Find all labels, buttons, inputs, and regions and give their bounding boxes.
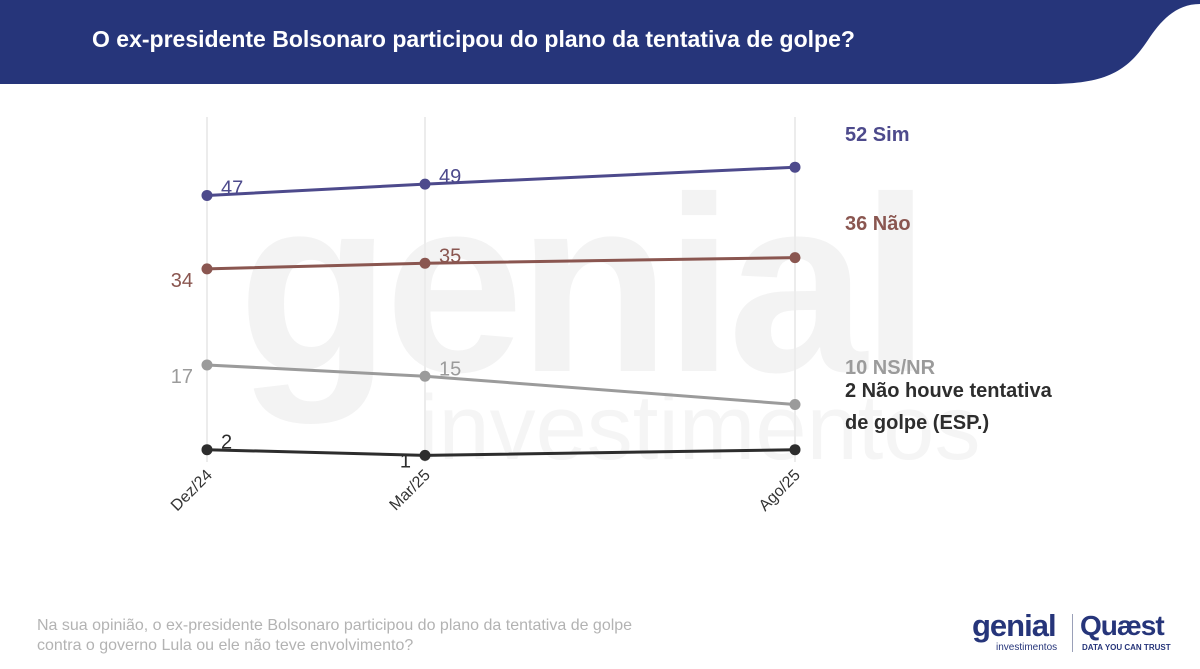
data-point [201,189,213,201]
data-label: 49 [439,166,461,188]
data-point [201,359,213,371]
data-label: 17 [171,366,193,388]
series-end-label: de golpe (ESP.) [845,412,989,434]
quaest-logo-name: Quæst [1080,610,1165,641]
genial-logo: genial investimentos [968,610,1057,654]
x-tick-label: Dez/24 [168,467,216,515]
genial-logo-name: genial [972,608,1057,643]
data-point [789,252,801,264]
series-end-label: 36 Não [845,213,911,235]
data-label: 2 [221,432,232,454]
survey-question: Na sua opinião, o ex-presidente Bolsonar… [37,617,633,654]
data-point [789,444,801,456]
data-label: 35 [439,245,461,267]
series-line-n-o-houve-tentativa-de-golpe-esp [205,448,797,457]
data-point [789,399,801,410]
series-end-label: 10 NS/NR [845,357,936,379]
series-line-sim [205,165,797,197]
series-line-ns-nr [205,363,797,406]
data-point [201,444,213,456]
data-point [201,263,213,275]
data-point [419,449,431,461]
genial-logo-sub: investimentos [996,642,1058,653]
data-point [419,370,431,382]
data-label: 15 [439,358,461,380]
data-label: 34 [171,270,193,292]
data-point [789,161,801,173]
logo-separator [1072,614,1073,652]
x-tick-label: Ago/25 [756,467,804,515]
data-label: 1 [400,450,411,472]
page-title: O ex-presidente Bolsonaro participou do … [92,26,855,52]
data-point [419,178,431,190]
logos: genial investimentos Quæst DATA YOU CAN … [968,610,1175,656]
quaest-logo-tagline: DATA YOU CAN TRUST [1082,643,1171,652]
x-tick-label: Mar/25 [387,467,434,514]
quaest-logo: Quæst DATA YOU CAN TRUST [1080,612,1175,656]
series-line-n-o [205,256,797,271]
data-point [419,257,431,269]
series-end-label: 2 Não houve tentativa [845,380,1053,402]
data-label: 47 [221,177,243,199]
header-shape [0,0,1200,84]
series-end-label: 52 Sim [845,124,909,146]
header-banner: O ex-presidente Bolsonaro participou do … [0,0,1200,84]
header-background [0,0,1200,84]
